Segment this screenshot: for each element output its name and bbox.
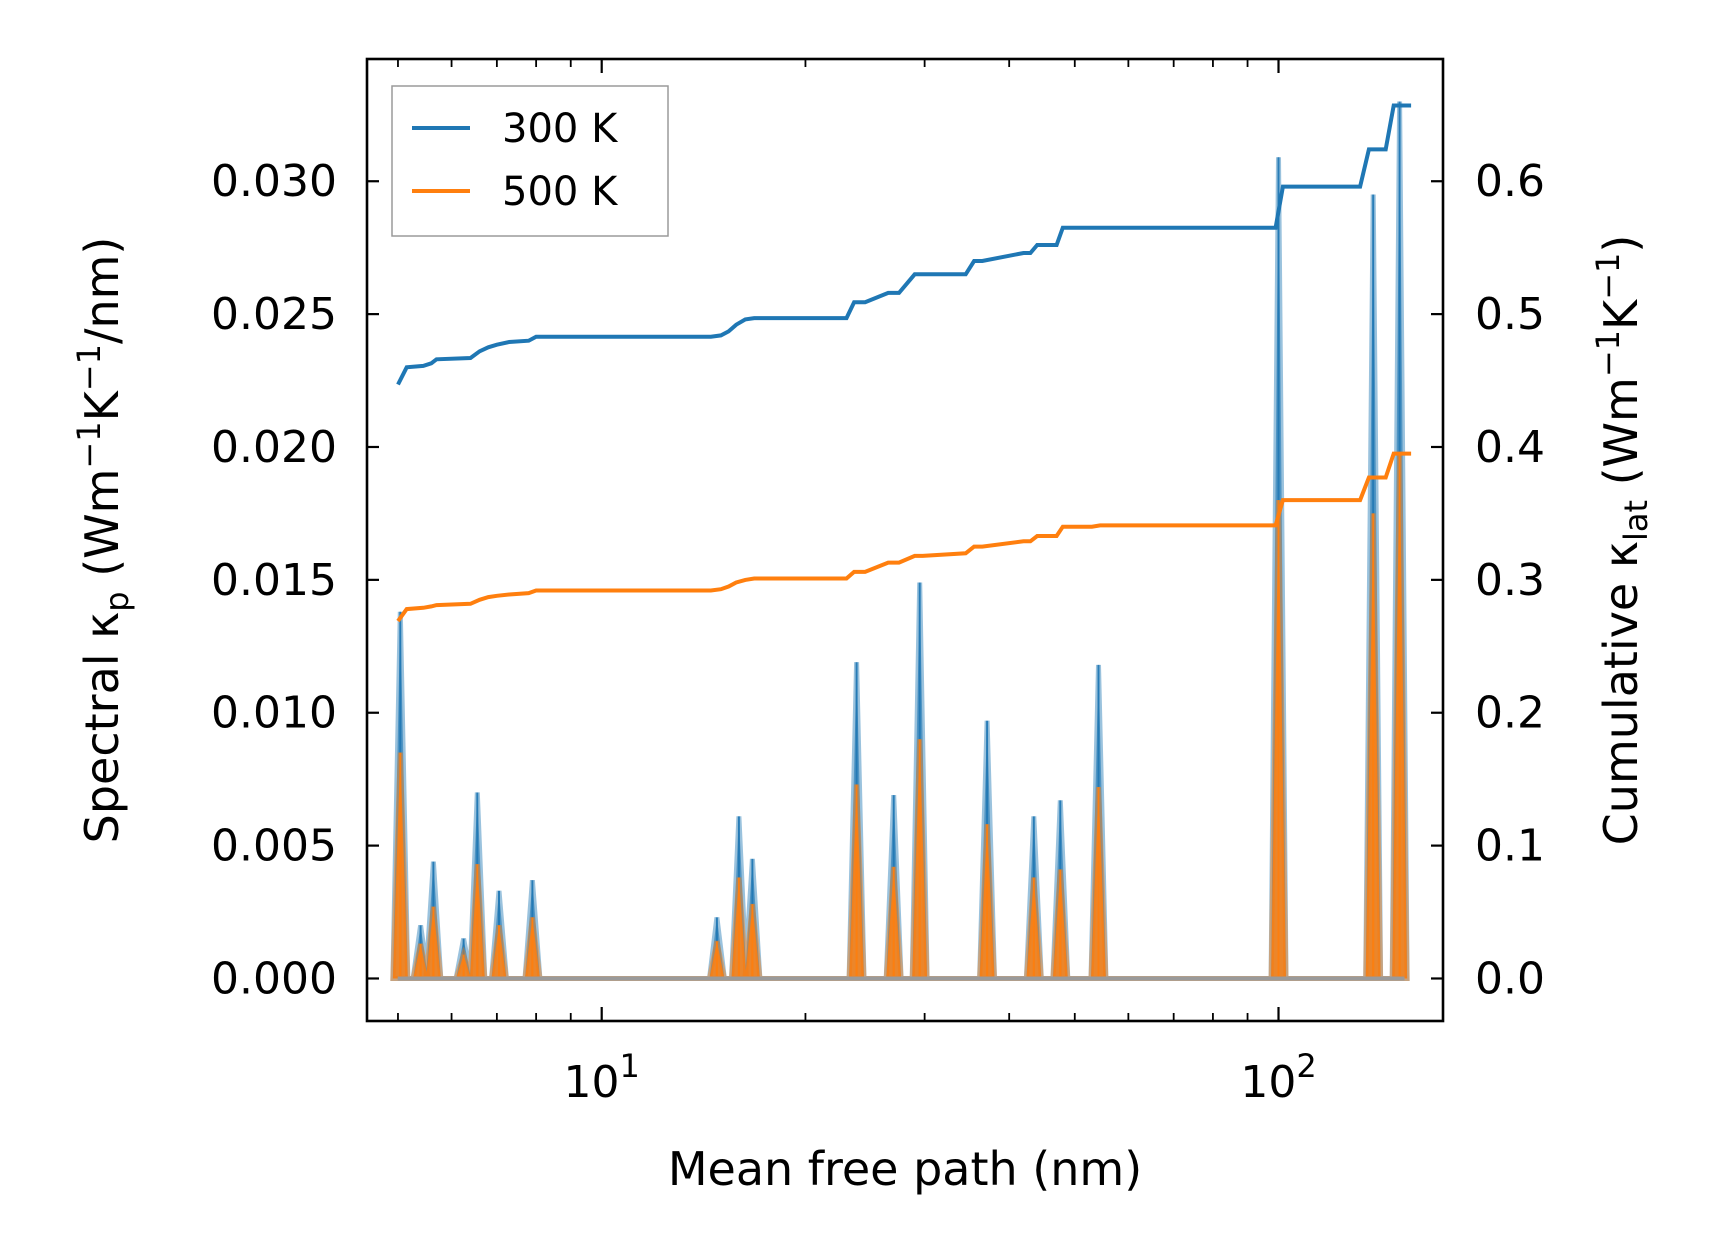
left-y-tick-label: 0.010 — [211, 688, 337, 739]
x-axis-title: Mean free path (nm) — [668, 1142, 1142, 1196]
x-tick-label: 101 — [564, 1047, 640, 1108]
cumulative-line-500k — [396, 451, 1412, 623]
right-y-tick-label: 0.2 — [1475, 688, 1545, 739]
left-y-tick-label: 0.025 — [211, 289, 337, 340]
right-y-tick-label: 0.1 — [1475, 821, 1545, 872]
left-y-tick-label: 0.020 — [211, 422, 337, 473]
spectral-layer — [390, 101, 1410, 981]
x-tick-label: 102 — [1240, 1047, 1316, 1108]
left-y-axis-title: Spectral κp (Wm−1K−1/nm) — [70, 237, 136, 844]
right-y-axis-title: Cumulative κlat (Wm−1K−1) — [1589, 235, 1655, 846]
left-y-tick-label: 0.030 — [211, 156, 337, 207]
legend-label-300k: 300 K — [502, 106, 619, 152]
left-y-tick-label: 0.000 — [211, 953, 337, 1004]
axes-layer: 0.000 0.005 0.010 0.015 0.020 0.025 0.030 0.0 0.… — [211, 59, 1545, 1108]
right-y-tick-label: 0.0 — [1475, 953, 1545, 1004]
right-y-tick-label: 0.5 — [1475, 289, 1545, 340]
legend: 300 K 500 K — [391, 85, 669, 237]
left-y-tick-label: 0.005 — [211, 821, 337, 872]
left-y-tick-label: 0.015 — [211, 555, 337, 606]
plot-frame — [365, 57, 1445, 1023]
legend-label-500k: 500 K — [502, 169, 619, 215]
legend-box — [391, 85, 669, 237]
right-y-tick-label: 0.6 — [1475, 156, 1545, 207]
right-y-tick-label: 0.4 — [1475, 422, 1545, 473]
cumulative-layer — [396, 103, 1412, 623]
cumulative-line-300k — [396, 103, 1412, 386]
right-y-tick-label: 0.3 — [1475, 555, 1545, 606]
